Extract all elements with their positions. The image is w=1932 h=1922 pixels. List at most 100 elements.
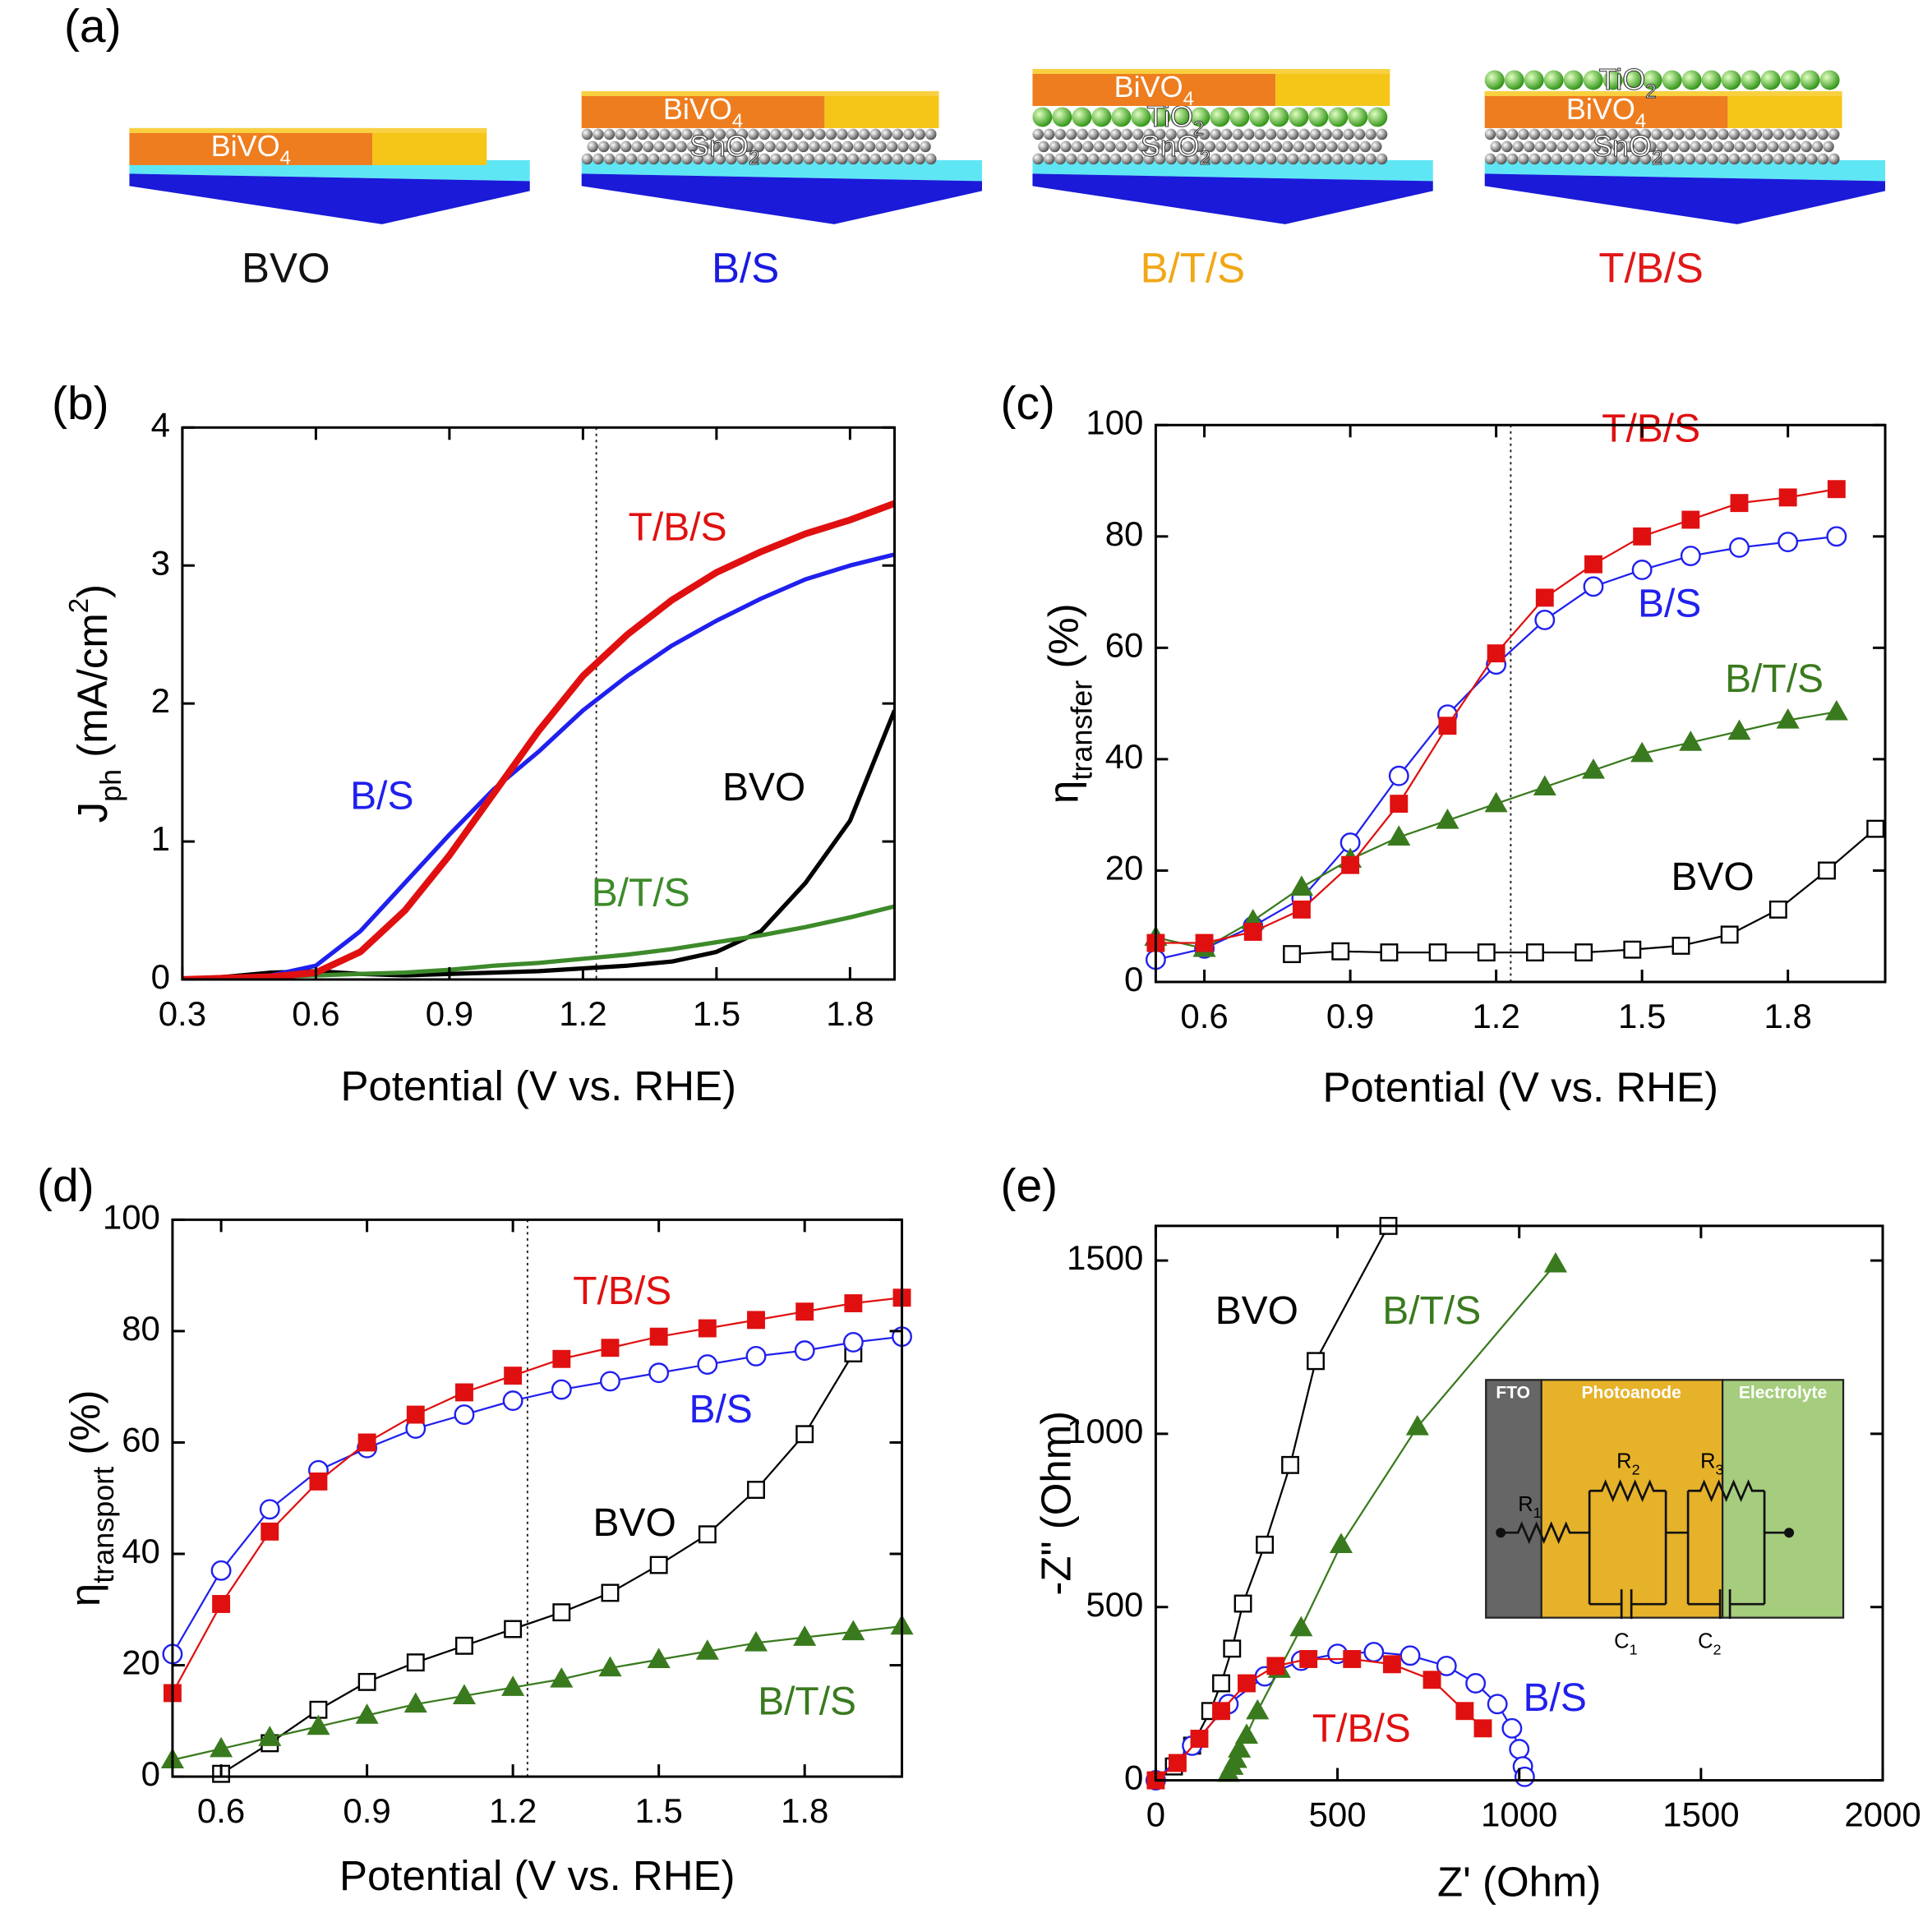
layer-label-sub: 2 — [1200, 147, 1210, 169]
marker — [1487, 1694, 1508, 1715]
particle — [1287, 128, 1299, 141]
particle — [781, 128, 793, 141]
particle — [1171, 141, 1183, 153]
particle — [1562, 153, 1574, 165]
marker — [1633, 527, 1652, 546]
panel-label: (e) — [1000, 1159, 1058, 1212]
substrate-top — [129, 159, 530, 182]
particle — [886, 141, 898, 153]
particle — [1309, 153, 1321, 165]
particle — [1065, 128, 1077, 141]
particle — [1706, 153, 1718, 165]
marker — [1575, 943, 1593, 962]
particle — [764, 141, 776, 153]
marker — [501, 1675, 525, 1696]
particle — [1639, 128, 1652, 141]
particle — [1220, 128, 1233, 141]
electrolyte-region — [1721, 1379, 1845, 1619]
particle — [1673, 128, 1685, 141]
marker — [1438, 717, 1457, 735]
circuit — [1501, 1479, 1790, 1620]
particle — [1276, 153, 1288, 165]
marker — [1422, 1671, 1441, 1689]
particle — [1331, 153, 1344, 165]
series-label: B/T/S — [1725, 657, 1824, 701]
particle — [1298, 128, 1310, 141]
particle — [1270, 141, 1283, 153]
particle — [1121, 153, 1132, 165]
layer-label: SnO2 — [1593, 128, 1662, 168]
plot-frame — [1154, 423, 1887, 984]
x-tick-label: 1.5 — [693, 994, 740, 1033]
particle — [1806, 128, 1818, 141]
marker — [1534, 610, 1556, 630]
element-label: R1 — [1518, 1493, 1541, 1521]
element-label: C1 — [1614, 1629, 1637, 1657]
particle — [1562, 128, 1574, 141]
y-axis-label-part: transport — [86, 1467, 120, 1583]
bivo4-top — [1032, 68, 1390, 74]
marker — [1465, 1673, 1487, 1694]
bivo4-top — [1484, 90, 1842, 96]
marker — [601, 1583, 620, 1602]
particle — [1190, 107, 1210, 127]
particle — [814, 128, 826, 141]
panel-label: (c) — [1000, 377, 1054, 430]
element-label: C2 — [1698, 1629, 1721, 1657]
particle — [1165, 128, 1177, 141]
series-line — [182, 500, 895, 979]
marker — [259, 1499, 280, 1520]
marker — [697, 1354, 718, 1376]
particle — [1504, 70, 1524, 90]
rc-block — [1686, 1479, 1766, 1620]
marker — [1329, 1533, 1353, 1554]
y-tick-label: 1 — [151, 819, 170, 858]
layer-label-sub: 4 — [1635, 110, 1646, 132]
marker — [261, 1522, 279, 1541]
particle — [1579, 141, 1590, 153]
particle — [1634, 141, 1646, 153]
x-tick-label: 2000 — [1844, 1795, 1920, 1834]
particle — [1819, 70, 1840, 90]
particle — [903, 153, 915, 165]
particle — [726, 153, 737, 165]
particle — [925, 153, 937, 165]
x-tick-label: 1.8 — [826, 994, 874, 1033]
particle — [664, 141, 676, 153]
marker — [1526, 943, 1544, 962]
marker — [210, 1560, 232, 1581]
marker — [1581, 758, 1606, 779]
particle — [1198, 153, 1210, 165]
y-tick-label: 60 — [122, 1421, 160, 1459]
particle — [1706, 128, 1718, 141]
series-label: T/B/S — [573, 1270, 671, 1313]
particle — [1143, 153, 1155, 165]
marker — [1343, 1650, 1362, 1668]
marker — [842, 1620, 865, 1641]
particle — [1721, 70, 1741, 90]
particle — [819, 141, 832, 153]
bivo4-front — [581, 90, 825, 128]
particle — [1182, 141, 1194, 153]
y-tick-label: 100 — [103, 1197, 160, 1236]
y-axis-label-part: η — [62, 1583, 108, 1606]
element-label-main: R — [1700, 1450, 1715, 1473]
particle — [1545, 141, 1557, 153]
particle — [1700, 141, 1713, 153]
marker — [455, 1636, 473, 1655]
particle — [1331, 128, 1344, 141]
particle — [1762, 128, 1773, 141]
marker — [795, 1425, 814, 1444]
marker — [1382, 1655, 1401, 1674]
particle — [837, 153, 848, 165]
marker — [1729, 537, 1750, 558]
bivo4-front — [129, 127, 373, 165]
particle — [1524, 70, 1544, 90]
particle — [631, 141, 643, 153]
marker — [1436, 809, 1459, 829]
particle — [1154, 153, 1166, 165]
particle — [1741, 70, 1761, 90]
marker — [1543, 1251, 1568, 1273]
particle — [1243, 128, 1255, 141]
